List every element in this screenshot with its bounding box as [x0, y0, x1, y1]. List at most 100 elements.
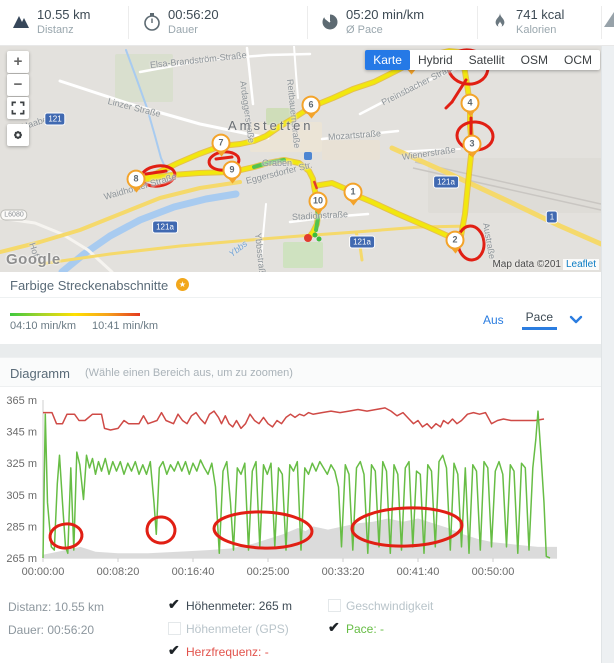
- fullscreen-icon: [11, 101, 25, 115]
- checkbox-geschwindigkeit[interactable]: [328, 599, 341, 612]
- zoom-out-button[interactable]: −: [7, 74, 29, 96]
- legend-label-hoehenmeter[interactable]: Höhenmeter: 265 m: [186, 599, 293, 613]
- svg-text:00:16:40: 00:16:40: [172, 566, 215, 578]
- km-marker-10[interactable]: 10: [308, 191, 328, 211]
- stat-pace: 05:20 min/km Ø Pace: [320, 0, 465, 45]
- svg-text:325 m: 325 m: [6, 458, 37, 470]
- km-marker-4[interactable]: 4: [460, 93, 480, 113]
- map-canvas[interactable]: Elsa-Brandström-Straße Ardaggerstraße Reit…: [0, 46, 601, 272]
- svg-text:00:41:40: 00:41:40: [397, 566, 440, 578]
- stat-label: Dauer: [168, 24, 198, 36]
- layer-option-osm[interactable]: OSM: [520, 53, 548, 67]
- layer-option-hybrid[interactable]: Hybrid: [417, 53, 453, 67]
- pace-gradient-bar: [10, 313, 140, 316]
- flame-icon: [495, 13, 505, 28]
- layer-option-satellit[interactable]: Satellit: [468, 53, 505, 67]
- leaflet-link[interactable]: Leaflet: [562, 259, 599, 270]
- elevation-icon: [604, 12, 614, 27]
- checkbox-hoehenmeter-gps[interactable]: [168, 622, 181, 635]
- km-marker-9[interactable]: 9: [222, 160, 242, 180]
- stopwatch-icon: [144, 13, 160, 31]
- legend-label-geschwindigkeit[interactable]: Geschwindigkeit: [346, 599, 434, 613]
- legend-summary-item: Dauer: 00:56:20: [8, 623, 95, 637]
- red-scribble-annotation: [145, 515, 177, 545]
- legend-label-herzfrequenz[interactable]: Herzfrequenz: -: [186, 645, 269, 659]
- toggle-pace[interactable]: Pace: [521, 310, 558, 330]
- stat-value: 00:56:20: [168, 7, 219, 22]
- section-title-row: Farbige Streckenabschnitte ★: [0, 272, 601, 298]
- segments-toggle: Aus Pace: [483, 310, 583, 330]
- svg-text:265 m: 265 m: [6, 553, 37, 565]
- stat-duration: 00:56:20 Dauer: [142, 0, 292, 45]
- stat-distance: 10.55 km Distanz: [11, 0, 127, 45]
- map-data-credit: Map data ©201: [492, 259, 561, 270]
- diagram-header: Diagramm (Wähle einen Bereich aus, um zu…: [0, 357, 601, 387]
- stat-value: 10.55 km: [37, 7, 91, 22]
- svg-text:00:33:20: 00:33:20: [322, 566, 365, 578]
- red-scribble-annotation: [212, 510, 314, 550]
- km-marker-7[interactable]: 7: [211, 133, 231, 153]
- stat-value: 741 kcal: [516, 7, 565, 22]
- pace-icon: [322, 14, 338, 30]
- map-layer-control: Karte Hybrid Satellit OSM OCM: [365, 50, 600, 70]
- legend-label-hoehenmeter-gps[interactable]: Höhenmeter (GPS): [186, 622, 289, 636]
- red-scribble-annotation: [48, 522, 84, 550]
- km-marker-8[interactable]: 8: [126, 169, 146, 189]
- layer-option-ocm[interactable]: OCM: [564, 53, 592, 67]
- svg-text:305 m: 305 m: [6, 490, 37, 502]
- red-scribble-annotation: [350, 506, 464, 548]
- gradient-max-label: 10:41 min/km: [92, 320, 159, 332]
- checkbox-herzfrequenz[interactable]: ✔: [168, 642, 181, 658]
- chart-section: 365 m 345 m 325 m 305 m 285 m 265 m 00:00:00 00…: [0, 387, 601, 590]
- legend-label-pace[interactable]: Pace: -: [346, 622, 385, 636]
- settings-button[interactable]: [7, 124, 29, 146]
- divider: [307, 6, 308, 39]
- elevation-chart[interactable]: 365 m 345 m 325 m 305 m 285 m 265 m00:00:00 00…: [0, 387, 601, 590]
- section-title: Farbige Streckenabschnitte: [10, 278, 169, 293]
- series-Pace: [42, 410, 551, 559]
- stats-bar: 10.55 km Distanz 00:56:20 Dauer 05:20 mi…: [0, 0, 614, 46]
- right-rail: [601, 46, 614, 663]
- svg-text:345 m: 345 m: [6, 427, 37, 439]
- colored-segments-section: Farbige Streckenabschnitte ★ 04:10 min/k…: [0, 272, 601, 344]
- zoom-in-button[interactable]: +: [7, 51, 29, 73]
- chevron-down-icon[interactable]: [569, 315, 583, 325]
- checkmark-icon: ✔: [168, 596, 180, 612]
- checkmark-icon: ✔: [328, 619, 340, 635]
- diagram-subtitle: (Wähle einen Bereich aus, um zu zoomen): [85, 367, 293, 379]
- google-logo[interactable]: Google: [6, 251, 61, 268]
- diagram-title: Diagramm: [10, 366, 70, 381]
- km-marker-2[interactable]: 2: [445, 230, 465, 250]
- svg-text:00:50:00: 00:50:00: [472, 566, 515, 578]
- divider: [128, 6, 129, 39]
- chart-legend: Distanz: 10.55 km Dauer: 00:56:20 ✔ Höhenm…: [0, 590, 601, 663]
- stat-label: Ø Pace: [346, 24, 383, 36]
- layer-option-karte[interactable]: Karte: [365, 50, 410, 70]
- toggle-aus[interactable]: Aus: [482, 313, 504, 327]
- premium-star-icon: ★: [176, 278, 189, 291]
- fullscreen-button[interactable]: [7, 97, 29, 119]
- divider: [477, 6, 478, 39]
- stat-calories: 741 kcal Kalorien: [490, 0, 600, 45]
- stat-label: Distanz: [37, 24, 74, 36]
- stat-value: 05:20 min/km: [346, 7, 425, 22]
- section-gap: [0, 344, 601, 357]
- stat-label: Kalorien: [516, 24, 557, 36]
- distance-icon: [13, 16, 29, 28]
- svg-text:00:25:00: 00:25:00: [247, 566, 290, 578]
- legend-summary-item: Distanz: 10.55 km: [8, 600, 105, 614]
- gradient-min-label: 04:10 min/km: [10, 320, 77, 332]
- svg-text:00:08:20: 00:08:20: [97, 566, 140, 578]
- svg-text:365 m: 365 m: [6, 395, 37, 407]
- svg-text:285 m: 285 m: [6, 521, 37, 533]
- map-attribution: Map data ©201 Leaflet: [492, 259, 599, 270]
- checkbox-pace[interactable]: ✔: [328, 619, 341, 635]
- checkmark-icon: ✔: [168, 642, 180, 658]
- km-marker-3[interactable]: 3: [462, 134, 482, 154]
- km-marker-1[interactable]: 1: [343, 182, 363, 202]
- checkbox-hoehenmeter[interactable]: ✔: [168, 596, 181, 612]
- map-route-layer: [0, 46, 601, 272]
- svg-text:00:00:00: 00:00:00: [22, 566, 65, 578]
- km-marker-6[interactable]: 6: [301, 95, 321, 115]
